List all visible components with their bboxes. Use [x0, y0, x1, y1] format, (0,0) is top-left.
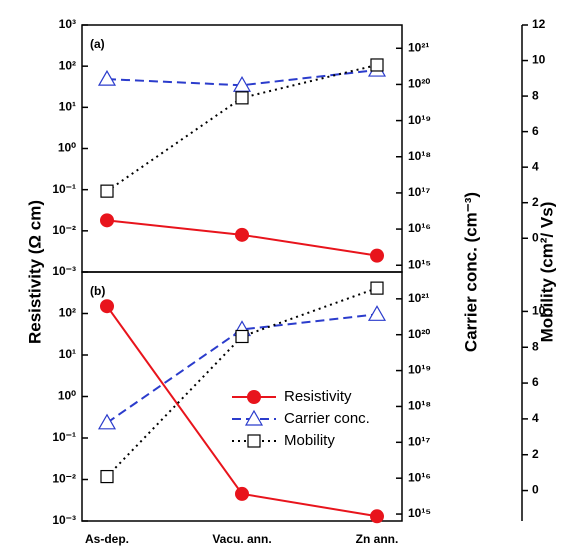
y2-tick-label: 10¹⁷	[408, 185, 430, 199]
y-axis-title: Resistivity (Ω cm)	[25, 200, 44, 344]
y-tick-label: 10⁻¹	[52, 430, 76, 444]
y2-tick-label: 10²⁰	[408, 77, 430, 91]
panel-label: (b)	[90, 284, 105, 298]
x-tick-label: Zn ann.	[356, 532, 399, 546]
x-tick-label: As-dep.	[85, 532, 129, 546]
y2-tick-label: 10¹⁶	[408, 470, 431, 484]
y2-tick-label: 10¹⁹	[408, 113, 431, 127]
y2-tick-label: 10¹⁶	[408, 221, 431, 235]
marker	[100, 213, 114, 228]
y-tick-label: 10⁻³	[52, 264, 76, 278]
y-tick-label: 10²	[59, 58, 76, 72]
marker	[247, 390, 261, 404]
y-tick-label: 10²	[59, 306, 76, 320]
y3-tick-label: 8	[532, 339, 539, 353]
marker	[235, 91, 249, 105]
marker	[97, 69, 117, 86]
marker	[97, 413, 117, 430]
panel-label: (a)	[90, 37, 105, 51]
y2-tick-label: 10¹⁵	[408, 506, 431, 520]
y3-tick-label: 10	[532, 53, 546, 67]
marker	[247, 434, 261, 448]
y2-tick-label: 10²⁰	[408, 327, 430, 341]
y2-tick-label: 10¹⁷	[408, 434, 430, 448]
marker	[370, 58, 384, 72]
marker	[235, 227, 249, 242]
y2-tick-label: 10¹⁹	[408, 363, 431, 377]
y2-tick-label: 10¹⁸	[408, 149, 431, 163]
y3-axis-title: Mobility (cm²/ Vs)	[537, 202, 556, 343]
marker	[370, 248, 384, 263]
series-line	[106, 64, 378, 192]
y2-axis-title: Carrier conc. (cm⁻³)	[461, 192, 480, 352]
y3-tick-label: 12	[532, 17, 546, 31]
y-tick-label: 10⁻²	[52, 223, 76, 237]
y-tick-label: 10¹	[59, 347, 76, 361]
marker	[232, 76, 252, 92]
y3-tick-label: 6	[532, 375, 539, 389]
series-line	[106, 287, 378, 478]
y2-tick-label: 10²¹	[408, 40, 429, 54]
marker	[100, 469, 114, 484]
y3-tick-label: 10	[532, 304, 546, 318]
marker	[370, 509, 384, 524]
y3-tick-label: 2	[532, 447, 539, 461]
y-tick-label: 10⁰	[58, 141, 76, 155]
marker	[235, 329, 249, 344]
legend-label: Carrier conc.	[284, 410, 370, 427]
y-tick-label: 10¹	[59, 100, 76, 114]
marker	[244, 409, 264, 426]
y-tick-label: 10⁻²	[52, 472, 76, 486]
y-tick-label: 10⁻¹	[52, 182, 76, 196]
marker	[235, 486, 249, 501]
y3-tick-label: 8	[532, 88, 539, 102]
marker	[100, 299, 114, 314]
marker	[370, 281, 384, 295]
marker	[367, 305, 387, 321]
series-line	[106, 69, 378, 87]
y-tick-label: 10⁻³	[52, 513, 76, 527]
marker	[100, 184, 114, 198]
y-tick-label: 10⁰	[58, 389, 76, 403]
y2-tick-label: 10¹⁸	[408, 399, 431, 413]
y3-tick-label: 0	[532, 230, 539, 244]
x-tick-label: Vacu. ann.	[212, 532, 271, 546]
y3-tick-label: 0	[532, 483, 539, 497]
legend-label: Resistivity	[284, 388, 352, 405]
y3-tick-label: 4	[532, 159, 539, 173]
y3-tick-label: 4	[532, 411, 539, 425]
y3-tick-label: 2	[532, 195, 539, 209]
legend-label: Mobility	[284, 432, 335, 449]
series-line	[106, 313, 378, 424]
y3-tick-label: 6	[532, 124, 539, 138]
y2-tick-label: 10¹⁵	[408, 257, 431, 271]
y-tick-label: 10³	[59, 17, 76, 31]
y2-tick-label: 10²¹	[408, 291, 429, 305]
